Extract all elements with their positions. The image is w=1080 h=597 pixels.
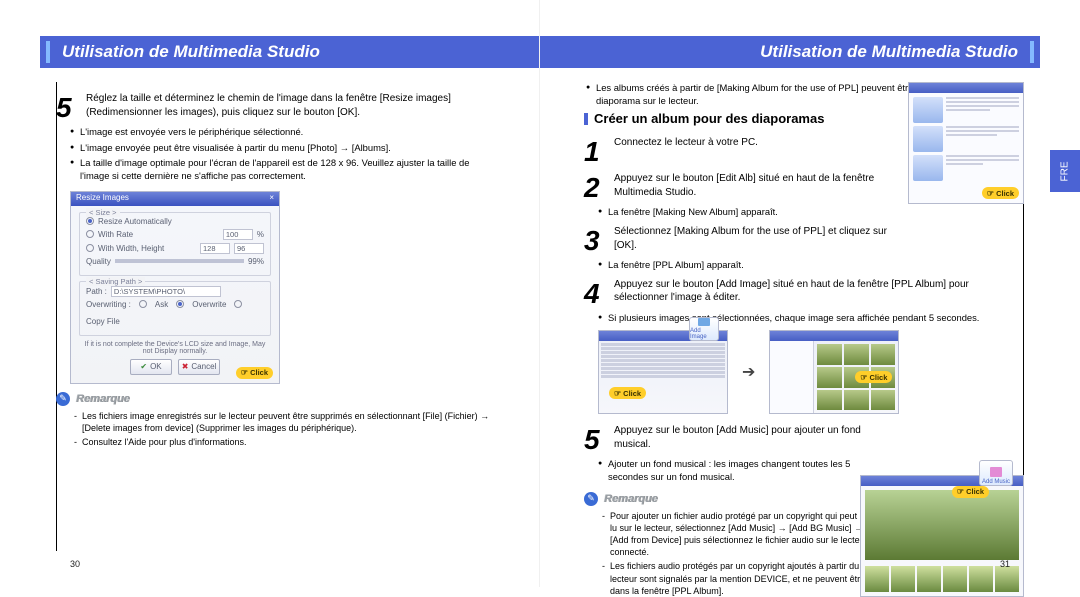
right-content: Les albums créés à partir de [Making Alb… bbox=[584, 82, 1024, 569]
height-input[interactable]: 96 bbox=[234, 243, 264, 254]
wizard-illustration bbox=[913, 126, 943, 152]
slide-strip bbox=[865, 566, 1019, 592]
path-label: Path : bbox=[86, 287, 107, 296]
resize-dialog-screenshot: Resize Images × < Size > Resize Automati… bbox=[70, 191, 280, 384]
language-tab: FRE bbox=[1050, 150, 1080, 192]
step-5-text: Appuyez sur le bouton [Add Music] pour a… bbox=[614, 424, 884, 451]
add-image-tab: Add Image bbox=[689, 317, 719, 341]
accent-left bbox=[46, 41, 50, 63]
wizard-screenshot: Click bbox=[908, 82, 1024, 204]
page-title-left: Utilisation de Multimedia Studio bbox=[62, 42, 320, 62]
step-number-3: 3 bbox=[584, 227, 610, 255]
remark-label-right: Remarque bbox=[604, 493, 658, 505]
step-number-4: 4 bbox=[584, 280, 610, 308]
step-number-5: 5 bbox=[56, 94, 82, 122]
radio-copy[interactable] bbox=[234, 300, 242, 308]
click-badge: Click bbox=[982, 187, 1019, 199]
size-legend: < Size > bbox=[86, 208, 120, 217]
step-5-text: Réglez la taille et déterminez le chemin… bbox=[86, 92, 495, 119]
accent-right bbox=[1030, 41, 1034, 63]
ppl-album-list-screenshot: Add Image Click bbox=[598, 330, 728, 414]
step-4-text: Appuyez sur le bouton [Add Image] situé … bbox=[614, 278, 1024, 305]
radio-ask[interactable] bbox=[139, 300, 147, 308]
step-number-1: 1 bbox=[584, 138, 610, 166]
path-input[interactable]: D:\SYSTEM\PHOTO\ bbox=[111, 286, 221, 297]
click-badge: Click bbox=[236, 367, 273, 379]
label-copy: Copy File bbox=[86, 317, 120, 326]
label-ask: Ask bbox=[155, 300, 168, 309]
path-legend: < Saving Path > bbox=[86, 277, 145, 286]
left-content: 5 Réglez la taille et déterminez le chem… bbox=[56, 82, 495, 569]
page-left: Utilisation de Multimedia Studio 5 Régle… bbox=[0, 0, 540, 587]
step-5: 5 Réglez la taille et déterminez le chem… bbox=[56, 92, 495, 122]
image-picker-screenshot: Click bbox=[769, 330, 899, 414]
quality-label: Quality bbox=[86, 257, 111, 266]
label-rate: With Rate bbox=[98, 230, 133, 239]
folder-tree bbox=[770, 341, 814, 413]
remark-heading: Remarque bbox=[56, 392, 495, 406]
page-right: Utilisation de Multimedia Studio FRE Les… bbox=[540, 0, 1080, 587]
size-fieldset: < Size > Resize Automatically With Rate1… bbox=[79, 212, 271, 276]
thumbnail-row: Add Image Click ➔ bbox=[598, 330, 1024, 414]
radio-overwrite[interactable] bbox=[176, 300, 184, 308]
remark-body-right: Pour ajouter un fichier audio protégé pa… bbox=[584, 510, 884, 597]
wizard-illustration bbox=[913, 97, 943, 123]
bullet: La taille d'image optimale pour l'écran … bbox=[70, 157, 495, 182]
step-5-bullets: L'image est envoyée vers le périphérique… bbox=[56, 126, 495, 183]
step-1-text: Connectez le lecteur à votre PC. bbox=[614, 136, 894, 150]
bullet: L'image est envoyée vers le périphérique… bbox=[70, 126, 495, 139]
remark-line: Les fichiers audio protégés par un copyr… bbox=[602, 560, 884, 596]
close-icon[interactable]: × bbox=[269, 193, 274, 205]
click-badge: Click bbox=[952, 486, 989, 498]
dialog-titlebar: Resize Images × bbox=[71, 192, 279, 206]
add-music-tab: Add Music bbox=[979, 460, 1013, 486]
remark-line: Consultez l'Aide pour plus d'information… bbox=[74, 436, 495, 448]
remark-line: Les fichiers image enregistrés sur le le… bbox=[74, 410, 495, 434]
click-badge: Click bbox=[609, 387, 646, 399]
header-bar-right: Utilisation de Multimedia Studio bbox=[540, 36, 1040, 68]
quality-value: 99% bbox=[248, 257, 264, 266]
arrow-icon: ➔ bbox=[742, 362, 755, 382]
label-auto: Resize Automatically bbox=[98, 217, 172, 226]
label-wh: With Width, Height bbox=[98, 244, 164, 253]
preview-main-image bbox=[865, 490, 1019, 560]
dialog-title: Resize Images bbox=[76, 193, 129, 205]
bullet: La fenêtre [Making New Album] apparaît. bbox=[598, 206, 894, 219]
radio-auto[interactable] bbox=[86, 217, 94, 225]
remark-line: Pour ajouter un fichier audio protégé pa… bbox=[602, 510, 884, 559]
bullet: Ajouter un fond musical : les images cha… bbox=[598, 458, 884, 483]
step-number-5: 5 bbox=[584, 426, 610, 454]
width-input[interactable]: 128 bbox=[200, 243, 230, 254]
wizard-illustration bbox=[913, 155, 943, 181]
path-fieldset: < Saving Path > Path :D:\SYSTEM\PHOTO\ O… bbox=[79, 281, 271, 336]
cancel-button[interactable]: ✖Cancel bbox=[178, 359, 220, 375]
note-icon bbox=[56, 392, 70, 406]
remark-body: Les fichiers image enregistrés sur le le… bbox=[56, 410, 495, 448]
remark-label: Remarque bbox=[76, 393, 130, 405]
header-bar-left: Utilisation de Multimedia Studio bbox=[40, 36, 539, 68]
step-number-2: 2 bbox=[584, 174, 610, 202]
note-icon bbox=[584, 492, 598, 506]
click-badge: Click bbox=[855, 371, 892, 383]
page-title-right: Utilisation de Multimedia Studio bbox=[760, 42, 1018, 62]
bullet: Si plusieurs images sont sélectionnées, … bbox=[598, 312, 1024, 325]
ok-button[interactable]: ✔OK bbox=[130, 359, 172, 375]
step-2-text: Appuyez sur le bouton [Edit Alb] situé e… bbox=[614, 172, 894, 199]
slideshow-preview-screenshot: Add Music Click bbox=[860, 475, 1024, 597]
rate-input[interactable]: 100 bbox=[223, 229, 253, 240]
overwrite-label: Overwriting : bbox=[86, 300, 131, 309]
right-steps-col: 1 Connectez le lecteur à votre PC. 2Appuy… bbox=[584, 136, 894, 271]
radio-wh[interactable] bbox=[86, 244, 94, 252]
manual-spread: Utilisation de Multimedia Studio 5 Régle… bbox=[0, 0, 1080, 587]
bullet: L'image envoyée peut être visualisée à p… bbox=[70, 142, 495, 155]
label-overwrite: Overwrite bbox=[192, 300, 226, 309]
dialog-warning: If it is not complete the Device's LCD s… bbox=[79, 341, 271, 355]
radio-rate[interactable] bbox=[86, 230, 94, 238]
bullet: La fenêtre [PPL Album] apparaît. bbox=[598, 259, 894, 272]
page-number-left: 30 bbox=[70, 559, 80, 569]
step-3-text: Sélectionnez [Making Album for the use o… bbox=[614, 225, 894, 252]
page-number-right: 31 bbox=[1000, 559, 1010, 569]
rate-unit: % bbox=[257, 230, 264, 239]
